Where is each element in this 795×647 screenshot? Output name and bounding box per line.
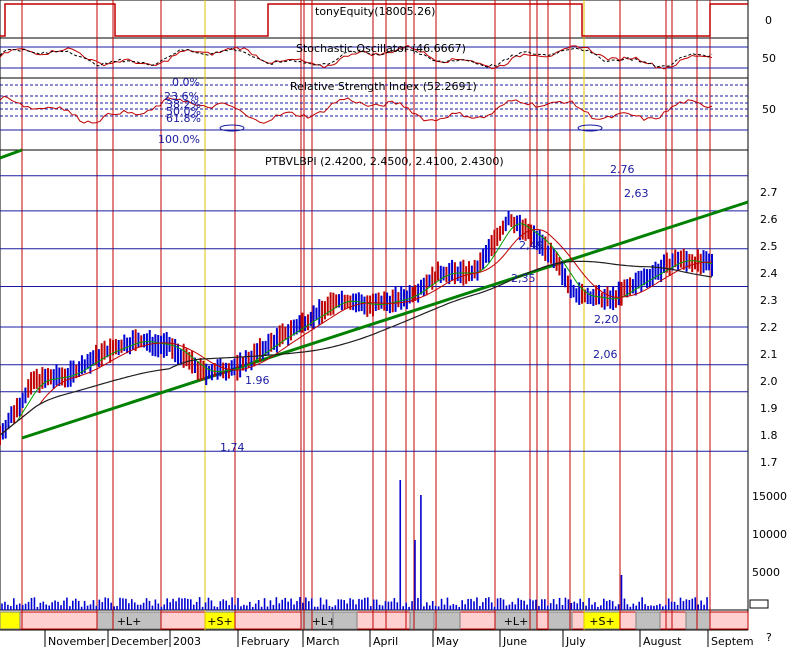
ma-mid bbox=[0, 228, 713, 436]
time-band-label-1: +L+ bbox=[117, 615, 142, 628]
fib-382: 38.2% bbox=[166, 98, 201, 111]
month-label-2: 2003 bbox=[173, 635, 201, 647]
y-tick-6: 2.3 bbox=[760, 294, 778, 307]
oscillators bbox=[0, 44, 713, 124]
trend-line-upper-left bbox=[0, 148, 23, 160]
time-band-0 bbox=[0, 611, 21, 630]
time-band-label-3: +L+ bbox=[312, 615, 337, 628]
time-band-gray-0 bbox=[332, 611, 358, 630]
month-label-9: August bbox=[643, 635, 682, 647]
month-label-10: Septem bbox=[711, 635, 754, 647]
month-label-7: June bbox=[502, 635, 527, 647]
fib-labels: 0.0% 23.6% 38.2% 50.0% 61.8% 100.0% bbox=[158, 76, 201, 146]
volume-tick-1: 10000 bbox=[752, 528, 787, 541]
fib-236: 23.6% bbox=[164, 90, 199, 103]
month-label-0: November bbox=[48, 635, 106, 647]
stoch-label: Stochastic Oscillator (46.6667) bbox=[296, 42, 466, 55]
time-band-gray-3 bbox=[547, 611, 573, 630]
month-label-5: April bbox=[373, 635, 398, 647]
y-tick-4: 2.1 bbox=[760, 348, 778, 361]
y-tick-0: 1.7 bbox=[760, 456, 778, 469]
y-tick-7: 2.4 bbox=[760, 267, 778, 280]
y-tick-1: 1.8 bbox=[760, 429, 778, 442]
volume-tick-0: 5000 bbox=[752, 566, 780, 579]
annotation-196: 1.96 bbox=[245, 374, 270, 387]
volume-scale-box bbox=[749, 599, 769, 609]
y-tick-8: 2.5 bbox=[760, 240, 778, 253]
volume-axis-ticks: 5000 10000 15000 bbox=[749, 490, 787, 609]
y-tick-5: 2.2 bbox=[760, 321, 778, 334]
trend-line bbox=[21, 200, 749, 440]
month-label-6: May bbox=[436, 635, 459, 647]
price-annotations: 2.76 2,63 2,49 2,35 2,20 2,06 1.96 1,74 bbox=[220, 163, 649, 454]
fib-100: 100.0% bbox=[158, 133, 200, 146]
price-label: PTBVLBPI (2.4200, 2.4500, 2.4100, 2.4300… bbox=[265, 155, 504, 168]
annotation-249: 2,49 bbox=[519, 239, 544, 252]
annotation-206: 2,06 bbox=[593, 348, 618, 361]
time-band-label-2: +S+ bbox=[207, 615, 232, 628]
volume-bars bbox=[1, 480, 708, 610]
month-label-3: February bbox=[241, 635, 290, 647]
annotation-235: 2,35 bbox=[511, 272, 536, 285]
annotation-220: 2,20 bbox=[594, 313, 619, 326]
stoch-axis-label: 50 bbox=[762, 52, 776, 65]
level-lines bbox=[0, 46, 748, 452]
rsi-marker-right bbox=[577, 124, 603, 132]
ma-long bbox=[0, 260, 713, 436]
ma-short bbox=[0, 223, 713, 436]
y-tick-9: 2.6 bbox=[760, 213, 778, 226]
month-label-8: July bbox=[565, 635, 586, 647]
y-tick-10: 2.7 bbox=[760, 186, 778, 199]
fib-618: 61.8% bbox=[166, 112, 201, 125]
stochastic-k bbox=[0, 44, 713, 70]
time-band-gray-4 bbox=[635, 611, 661, 630]
signal-lines bbox=[21, 0, 711, 630]
month-label-4: March bbox=[306, 635, 340, 647]
y-tick-3: 2.0 bbox=[760, 375, 778, 388]
price-series bbox=[0, 210, 713, 445]
rsi-axis-label: 50 bbox=[762, 103, 776, 116]
annotation-276: 2.76 bbox=[610, 163, 635, 176]
panel-frames bbox=[0, 0, 749, 630]
month-label-1: December bbox=[111, 635, 169, 647]
fib-0: 0.0% bbox=[172, 76, 200, 89]
time-band-gray-1 bbox=[409, 611, 435, 630]
time-band-label-4: +L+ bbox=[504, 615, 529, 628]
time-band-label-5: +S+ bbox=[589, 615, 614, 628]
annotation-263: 2,63 bbox=[624, 187, 649, 200]
volume-tick-2: 15000 bbox=[752, 490, 787, 503]
corner-mark: ? bbox=[766, 631, 772, 644]
rsi-marker-left bbox=[219, 124, 245, 132]
y-tick-2: 1.9 bbox=[760, 402, 778, 415]
time-band-gray-5 bbox=[685, 611, 711, 630]
equity-axis-label: 0 bbox=[765, 14, 772, 27]
price-panel bbox=[0, 149, 749, 611]
annotation-174: 1,74 bbox=[220, 441, 245, 454]
stochastic-d bbox=[0, 47, 713, 68]
y-axis-ticks: 1.7 1.8 1.9 2.0 2.1 2.2 2.3 2.4 2.5 2.6 2.7 bbox=[760, 186, 778, 469]
time-band: +L+ +S+ +L+ +L+ +S+ bbox=[0, 611, 749, 630]
rsi-label: Relative Strength Index (52.2691) bbox=[290, 80, 477, 93]
time-band-gray-2 bbox=[435, 611, 461, 630]
equity-label: tonyEquity(18005.26) bbox=[315, 5, 435, 18]
fib-50: 50.0% bbox=[166, 105, 201, 118]
equity-line bbox=[0, 3, 748, 37]
month-axis: November December 2003 February March April Ma… bbox=[0, 629, 754, 647]
rsi-line bbox=[0, 95, 713, 124]
